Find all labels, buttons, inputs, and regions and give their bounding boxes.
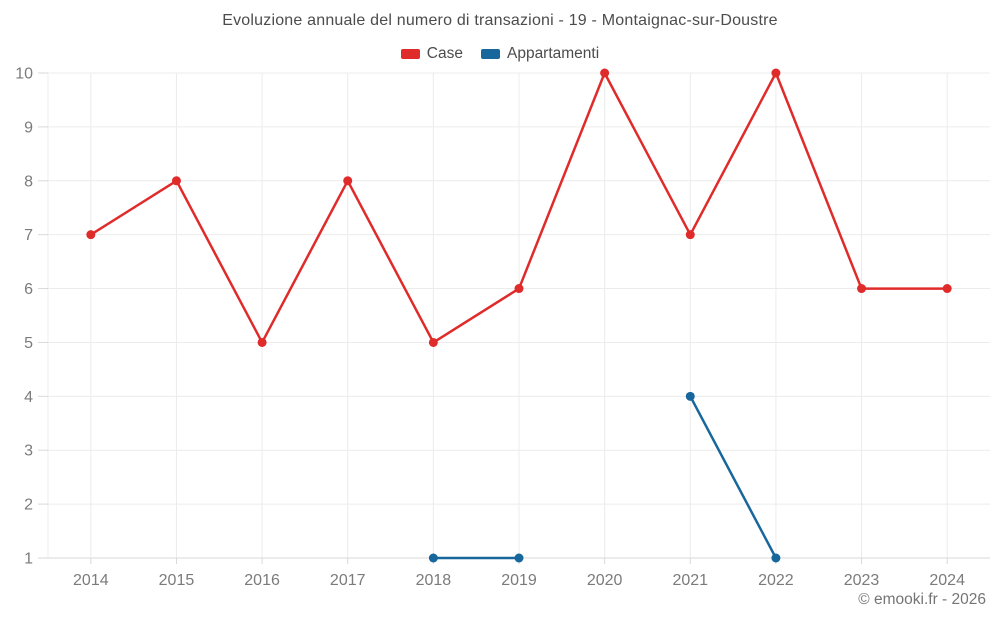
y-axis-label: 8 <box>24 173 33 190</box>
case-data-point[interactable] <box>942 284 952 294</box>
appartamenti-data-point[interactable] <box>771 553 781 563</box>
y-axis-label: 9 <box>24 119 33 136</box>
y-axis-label: 4 <box>24 389 33 406</box>
case-data-point[interactable] <box>857 284 867 294</box>
y-axis-label: 2 <box>24 497 33 514</box>
legend-swatch-icon <box>480 49 500 59</box>
y-axis-label: 10 <box>15 66 33 83</box>
x-axis-label: 2015 <box>159 572 195 589</box>
x-axis-label: 2023 <box>844 572 880 589</box>
legend-item-appartamenti[interactable]: Appartamenti <box>480 45 600 63</box>
legend-item-case[interactable]: Case <box>400 45 463 63</box>
case-data-point[interactable] <box>343 176 353 186</box>
y-axis-label: 3 <box>24 443 33 460</box>
x-axis-label: 2016 <box>244 572 280 589</box>
case-data-point[interactable] <box>86 230 96 240</box>
appartamenti-data-point[interactable] <box>514 553 524 563</box>
case-data-point[interactable] <box>600 68 610 78</box>
legend-label: Appartamenti <box>506 45 600 62</box>
y-axis-label: 5 <box>24 335 33 352</box>
appartamenti-data-point[interactable] <box>428 553 438 563</box>
y-axis-label: 7 <box>24 227 33 244</box>
case-data-point[interactable] <box>257 337 267 347</box>
case-data-point[interactable] <box>685 230 695 240</box>
x-axis-label: 2020 <box>587 572 623 589</box>
appartamenti-line-series <box>432 395 778 560</box>
chart-title: Evoluzione annuale del numero di transaz… <box>222 12 778 29</box>
case-data-point[interactable] <box>771 68 781 78</box>
x-axis-label: 2021 <box>672 572 708 589</box>
x-axis-label: 2017 <box>330 572 366 589</box>
legend-label: Case <box>426 45 463 62</box>
x-axis-label: 2014 <box>73 572 109 589</box>
x-axis-label: 2024 <box>929 572 965 589</box>
case-data-point[interactable] <box>428 337 438 347</box>
x-axis-label: 2022 <box>758 572 794 589</box>
y-axis-label: 6 <box>24 281 33 298</box>
copyright-text: © emooki.fr - 2026 <box>858 591 986 608</box>
chart-legend: Case Appartamenti <box>0 45 1000 63</box>
y-axis-label: 1 <box>24 551 33 568</box>
appartamenti-data-point[interactable] <box>685 391 695 401</box>
x-axis-label: 2018 <box>416 572 452 589</box>
legend-swatch-icon <box>400 49 420 59</box>
case-data-point[interactable] <box>171 176 181 186</box>
x-axis-label: 2019 <box>501 572 537 589</box>
case-data-point[interactable] <box>514 284 524 294</box>
